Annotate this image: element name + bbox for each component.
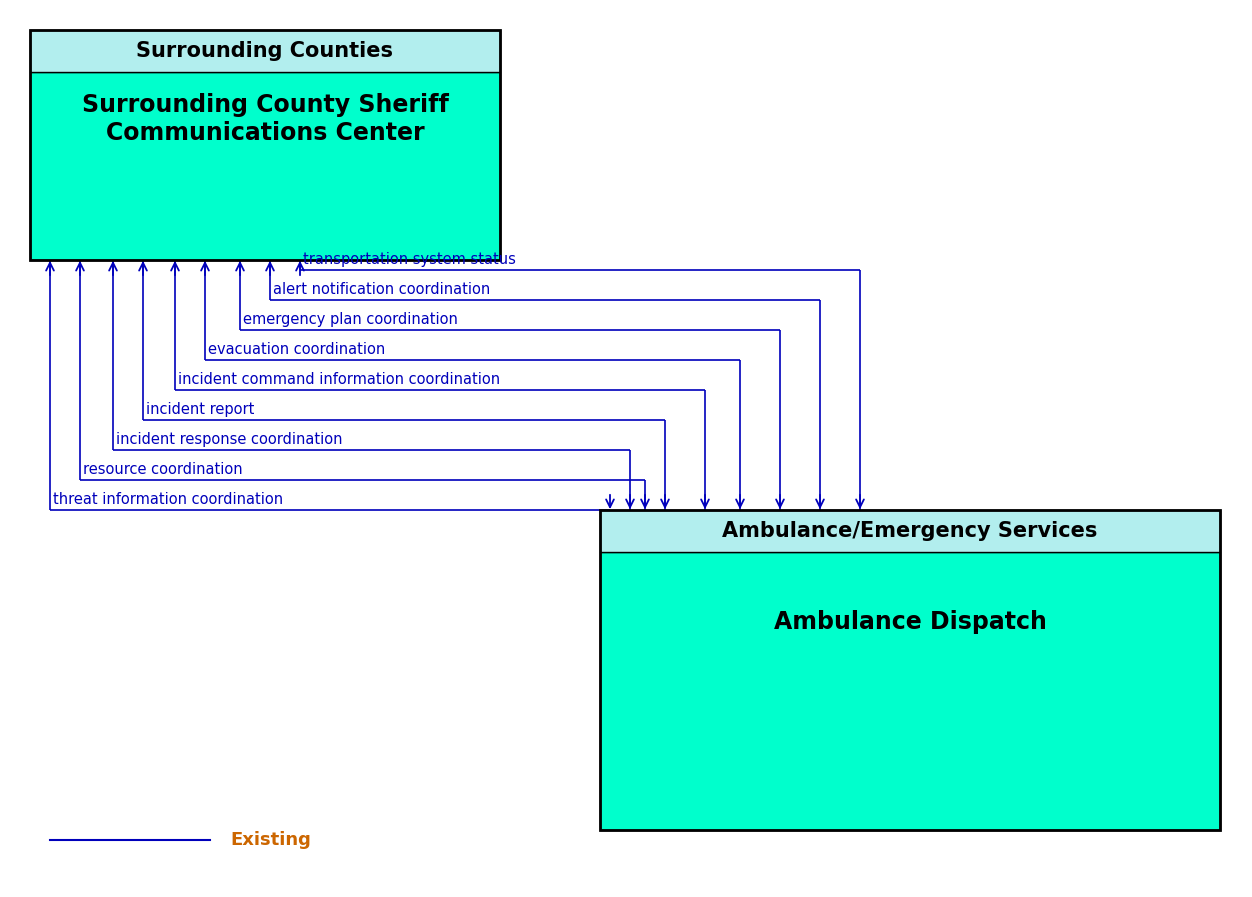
Bar	[30, 72, 500, 260]
Text: Existing: Existing	[230, 831, 310, 849]
Text: evacuation coordination: evacuation coordination	[208, 342, 386, 357]
Text: Surrounding Counties: Surrounding Counties	[136, 41, 393, 61]
Text: Ambulance/Emergency Services: Ambulance/Emergency Services	[722, 521, 1098, 541]
Bar	[30, 30, 500, 260]
Text: transportation system status: transportation system status	[303, 252, 516, 267]
Bar	[600, 552, 1219, 830]
Text: incident report: incident report	[146, 402, 254, 417]
Text: incident command information coordination: incident command information coordinatio…	[178, 372, 500, 387]
Text: emergency plan coordination: emergency plan coordination	[243, 312, 458, 327]
Text: Ambulance Dispatch: Ambulance Dispatch	[774, 609, 1047, 633]
Text: incident response coordination: incident response coordination	[116, 432, 343, 447]
Text: alert notification coordination: alert notification coordination	[273, 282, 491, 297]
Bar	[600, 510, 1219, 830]
Bar	[30, 30, 500, 72]
Text: threat information coordination: threat information coordination	[53, 492, 283, 507]
Text: Surrounding County Sheriff
Communications Center: Surrounding County Sheriff Communication…	[81, 93, 448, 145]
Text: resource coordination: resource coordination	[83, 462, 243, 477]
Bar	[600, 510, 1219, 552]
